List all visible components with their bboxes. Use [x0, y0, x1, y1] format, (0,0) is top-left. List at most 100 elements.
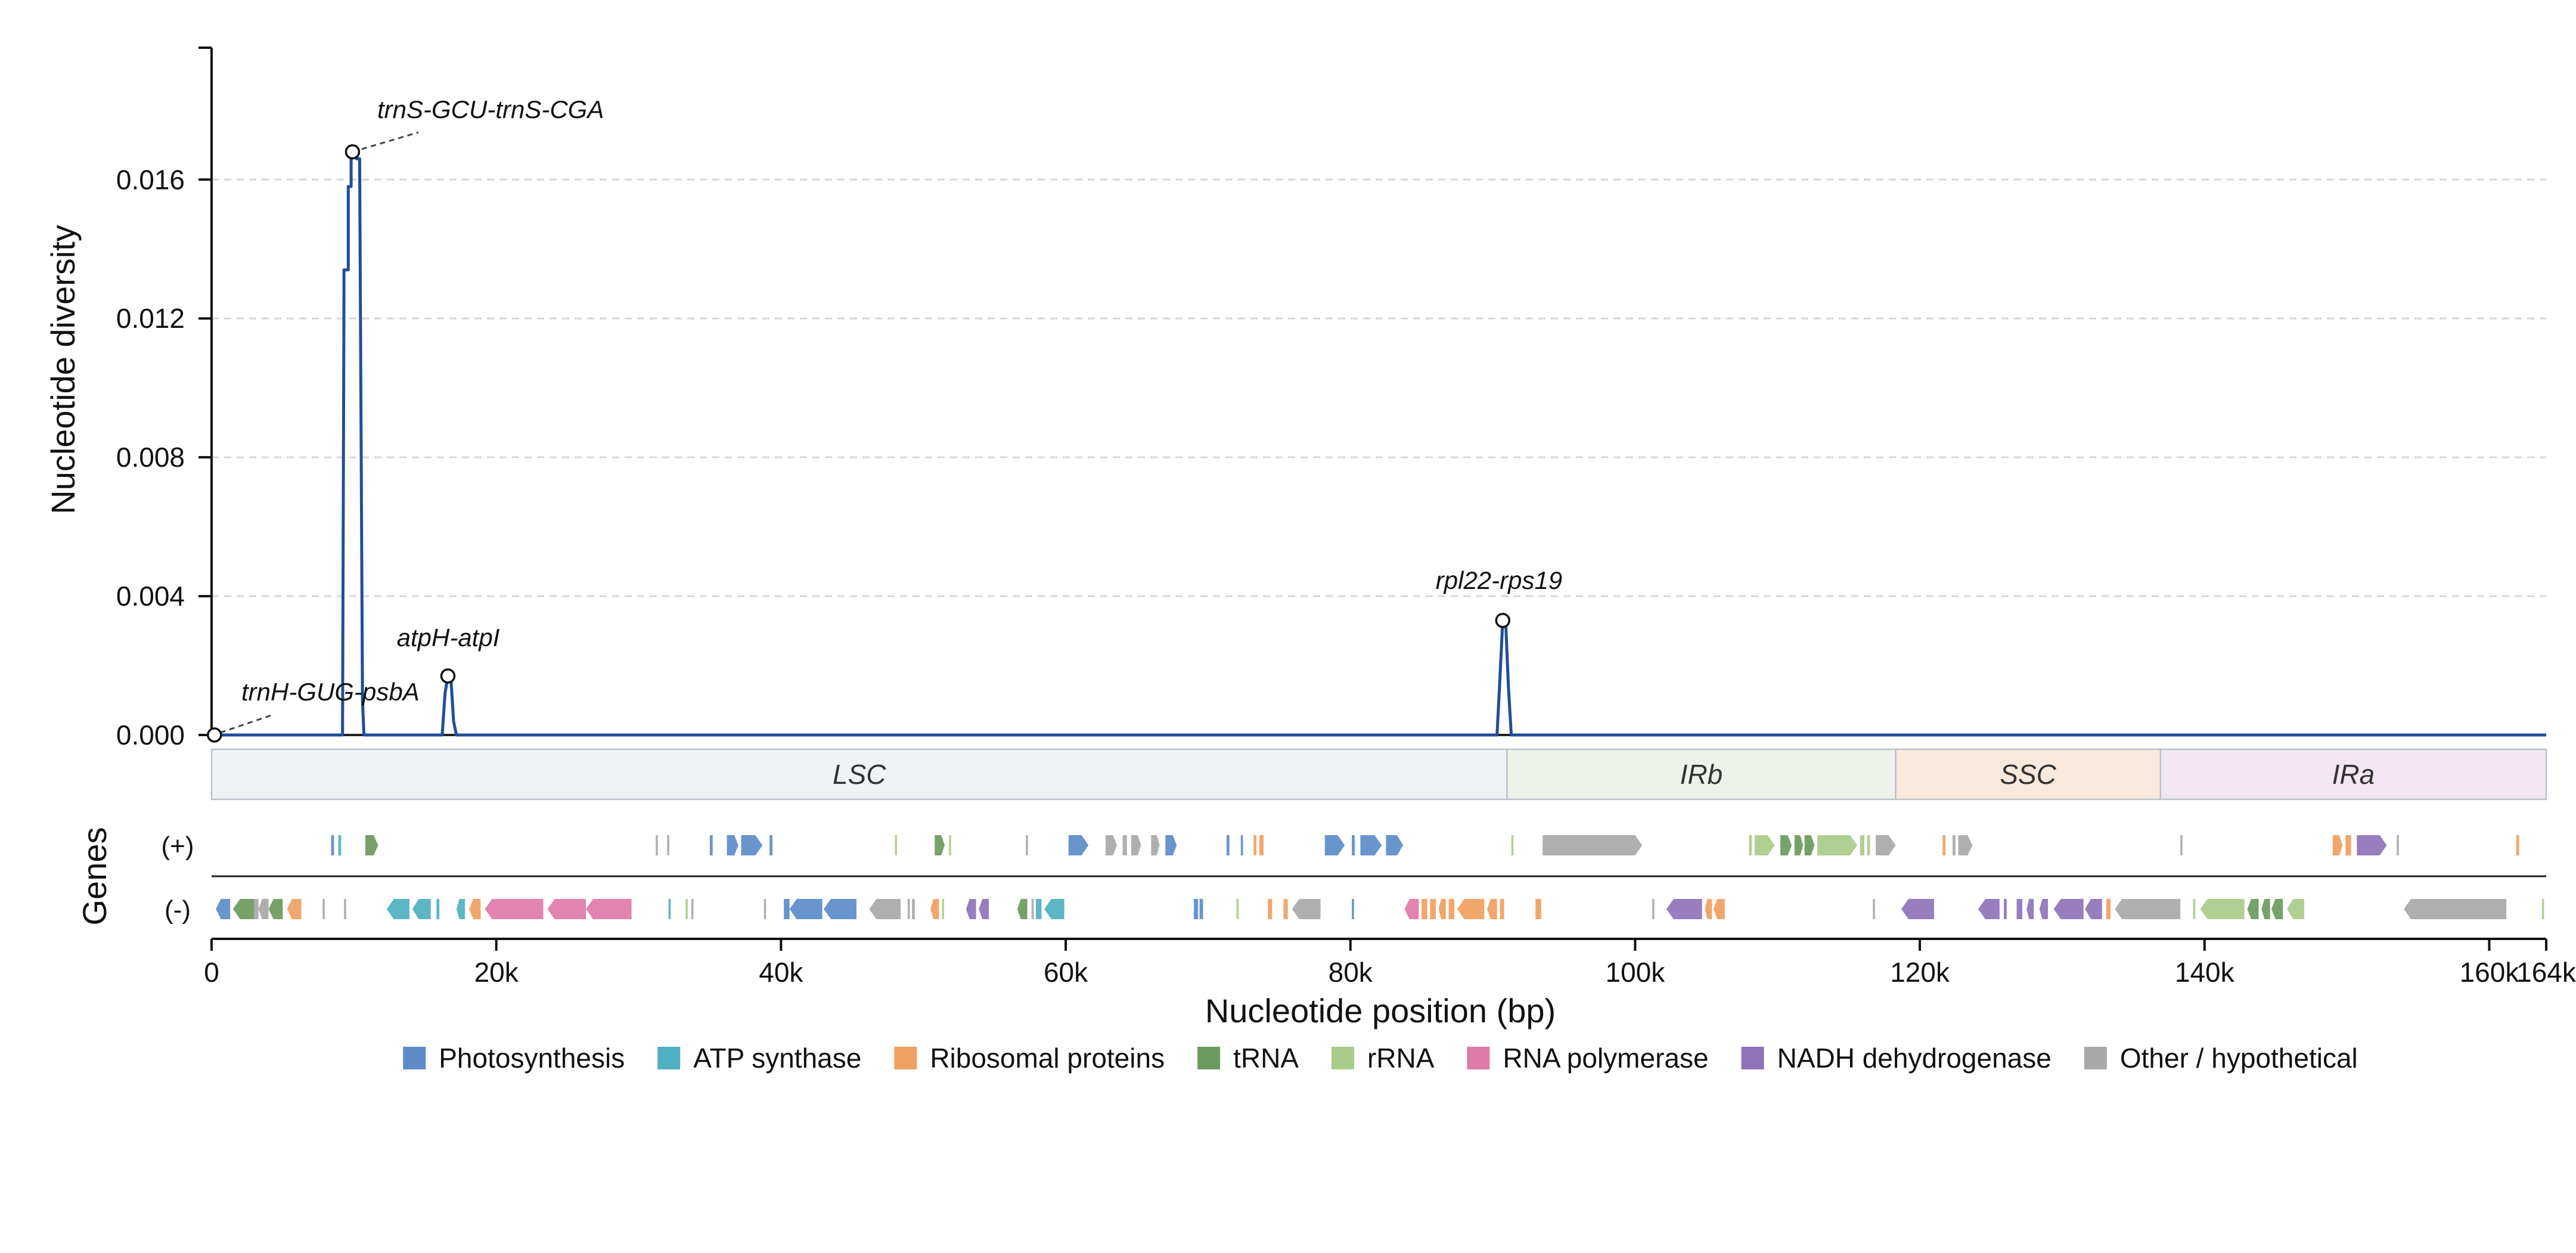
gene-minus — [930, 899, 939, 919]
gene-minus — [979, 899, 989, 919]
gene-minus — [1978, 899, 2000, 919]
gene-plus — [1226, 835, 1230, 855]
gene-plus — [2516, 835, 2519, 855]
peak-marker — [440, 668, 456, 684]
gene-minus — [1535, 899, 1541, 919]
gene-plus — [1324, 835, 1345, 855]
gene-plus — [895, 835, 898, 855]
gene-minus — [268, 899, 283, 919]
gene-plus — [1804, 835, 1815, 855]
gene-minus — [1268, 899, 1273, 919]
gene-plus — [1749, 835, 1752, 855]
gene-minus — [232, 899, 255, 919]
gene-plus — [1131, 835, 1141, 855]
gene-minus — [668, 899, 671, 919]
gene-plus — [2180, 835, 2183, 855]
gene-minus — [412, 899, 431, 919]
region-label: LSC — [833, 759, 886, 790]
gene-minus — [547, 899, 586, 919]
gene-minus — [2541, 899, 2544, 919]
x-tick-label: 60k — [1044, 957, 1088, 988]
gene-minus — [2016, 899, 2023, 919]
gene-minus — [2271, 899, 2283, 919]
gene-minus — [1713, 899, 1725, 919]
gene-minus — [1017, 899, 1028, 919]
y-axis-title: Nucleotide diversity — [44, 225, 82, 514]
x-tick-label: 164k — [2516, 957, 2576, 988]
x-tick-label: 0 — [204, 957, 219, 988]
annotation-label: rpl22-rps19 — [1436, 566, 1562, 594]
region-ssc — [1895, 748, 2161, 801]
gene-plus — [1352, 835, 1355, 855]
gene-plus — [1958, 835, 1973, 855]
gene-minus — [1666, 899, 1702, 919]
gene-minus — [2039, 899, 2049, 919]
gene-plus — [949, 835, 951, 855]
gene-plus — [1860, 835, 1864, 855]
gene-minus — [1044, 899, 1064, 919]
legend-swatch — [2084, 1047, 2107, 1069]
gene-minus — [869, 899, 901, 919]
gene-minus — [2287, 899, 2304, 919]
gene-plus — [1953, 835, 1956, 855]
gene-minus — [824, 899, 856, 919]
gene-minus — [258, 899, 269, 919]
gene-minus — [1487, 899, 1497, 919]
annotation-label: trnS-GCU-trnS-CGA — [377, 95, 604, 123]
annotation-leader — [352, 131, 419, 153]
gene-plus — [667, 835, 669, 855]
peak-marker — [207, 727, 222, 743]
gene-plus — [1755, 835, 1775, 855]
gene-minus — [1194, 899, 1199, 919]
legend-entry-label: Other / hypothetical — [2120, 1043, 2358, 1074]
y-tick-label: 0.012 — [116, 303, 185, 334]
gene-minus — [2200, 899, 2245, 919]
gene-plus — [1780, 835, 1792, 855]
genes-axis-title: Genes — [76, 827, 113, 926]
legend-swatch — [1467, 1047, 1490, 1069]
gene-plus — [1253, 835, 1257, 855]
gene-plus — [1360, 835, 1382, 855]
gene-minus — [1652, 899, 1655, 919]
gene-minus — [2261, 899, 2270, 919]
gene-minus — [1031, 899, 1034, 919]
gene-minus — [2106, 899, 2111, 919]
gene-minus — [942, 899, 944, 919]
gene-minus — [1035, 899, 1042, 919]
gene-plus — [1240, 835, 1243, 855]
gene-minus — [912, 899, 915, 919]
gene-plus — [1942, 835, 1946, 855]
gene-minus — [2004, 899, 2007, 919]
x-tick-label: 80k — [1329, 957, 1373, 988]
gene-minus — [966, 899, 976, 919]
peak-marker — [1495, 613, 1511, 628]
gene-minus — [216, 899, 231, 919]
gene-minus — [764, 899, 766, 919]
gene-plus — [331, 835, 334, 855]
gene-minus — [2053, 899, 2084, 919]
legend-entry-label: RNA polymerase — [1503, 1043, 1708, 1074]
legend-swatch — [1741, 1047, 1764, 1069]
region-label: SSC — [2000, 759, 2056, 790]
legend-entry-label: rRNA — [1367, 1043, 1435, 1074]
gene-plus — [741, 835, 763, 855]
x-tick-label: 160k — [2460, 957, 2520, 988]
gene-minus — [2115, 899, 2181, 919]
gene-minus — [485, 899, 544, 919]
x-axis-title: Nucleotide position (bp) — [1205, 992, 1556, 1029]
gene-minus — [2404, 899, 2507, 919]
gene-minus — [1438, 899, 1446, 919]
gene-plus — [1817, 835, 1858, 855]
gene-minus — [254, 899, 259, 919]
gene-plus — [338, 835, 342, 855]
gene-plus — [769, 835, 773, 855]
region-label: IRb — [1680, 759, 1723, 790]
gene-minus — [1901, 899, 1934, 919]
x-tick-label: 140k — [2175, 957, 2235, 988]
y-tick-label: 0.000 — [116, 719, 185, 750]
legend-entry-label: tRNA — [1233, 1043, 1299, 1074]
region-label: IRa — [2332, 759, 2375, 790]
gene-plus — [1105, 835, 1118, 855]
gene-minus — [1430, 899, 1436, 919]
